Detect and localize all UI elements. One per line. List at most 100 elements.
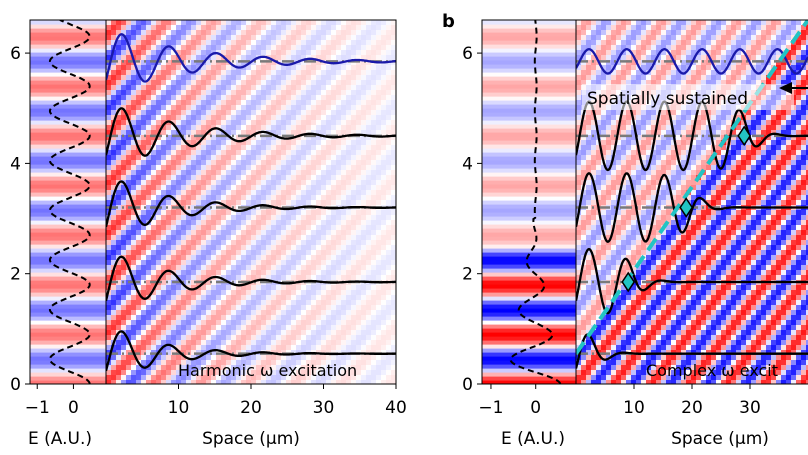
field-cell (181, 355, 187, 361)
field-cell (191, 295, 197, 301)
field-cell (206, 95, 212, 101)
field-cell (586, 290, 592, 296)
field-cell (256, 50, 262, 56)
field-cell (111, 170, 117, 176)
field-cell (116, 295, 122, 301)
field-cell (326, 320, 332, 326)
field-cell (231, 50, 237, 56)
field-cell (361, 55, 367, 61)
field-cell (186, 40, 192, 46)
field-cell (341, 325, 347, 331)
field-cell (146, 20, 152, 26)
field-cell (30, 352, 106, 357)
field-cell (366, 170, 372, 176)
field-cell (256, 330, 262, 336)
field-cell (156, 30, 162, 36)
field-cell (286, 180, 292, 186)
field-cell (311, 340, 317, 346)
field-cell (186, 55, 192, 61)
field-cell (281, 295, 287, 301)
field-cell (306, 290, 312, 296)
field-cell (596, 40, 602, 46)
field-cell (326, 340, 332, 346)
field-cell (136, 240, 142, 246)
field-cell (331, 35, 337, 41)
field-cell (301, 355, 307, 361)
field-cell (216, 380, 222, 384)
field-cell (346, 140, 352, 146)
field-cell (191, 380, 197, 384)
field-cell (596, 110, 602, 116)
field-cell (291, 265, 297, 271)
field-cell (361, 330, 367, 336)
field-cell (376, 105, 382, 111)
field-cell (176, 80, 182, 86)
field-cell (121, 55, 127, 61)
field-cell (131, 80, 137, 86)
field-cell (386, 245, 392, 251)
field-cell (261, 160, 267, 166)
field-cell (311, 160, 317, 166)
field-cell (326, 330, 332, 336)
field-cell (191, 265, 197, 271)
field-cell (376, 235, 382, 241)
field-cell (381, 380, 387, 384)
field-cell (606, 135, 612, 141)
field-cell (241, 370, 247, 376)
field-cell (351, 60, 357, 66)
field-cell (301, 110, 307, 116)
field-cell (246, 355, 252, 361)
field-cell (111, 85, 117, 91)
field-cell (386, 85, 392, 91)
field-cell (116, 30, 122, 36)
field-cell (361, 345, 367, 351)
field-cell (371, 40, 377, 46)
field-cell (341, 155, 347, 161)
field-cell (371, 365, 377, 371)
field-cell (131, 120, 137, 126)
field-cell (226, 240, 232, 246)
field-cell (601, 340, 607, 346)
field-cell (482, 180, 576, 185)
field-cell (126, 195, 132, 201)
field-cell (286, 55, 292, 61)
field-cell (346, 265, 352, 271)
field-cell (326, 25, 332, 31)
field-cell (171, 90, 177, 96)
field-cell (596, 225, 602, 231)
field-cell (596, 220, 602, 226)
field-cell (106, 380, 112, 384)
field-cell (161, 330, 167, 336)
field-cell (386, 300, 392, 306)
field-cell (301, 55, 307, 61)
field-cell (581, 150, 587, 156)
field-cell (161, 20, 167, 26)
field-cell (30, 260, 106, 265)
field-cell (341, 360, 347, 366)
field-cell (381, 30, 387, 36)
field-cell (251, 110, 257, 116)
field-cell (131, 90, 137, 96)
field-cell (601, 240, 607, 246)
field-cell (351, 160, 357, 166)
field-cell (136, 300, 142, 306)
field-cell (121, 270, 127, 276)
field-cell (306, 180, 312, 186)
field-cell (321, 215, 327, 221)
field-cell (30, 60, 106, 65)
field-cell (276, 145, 282, 151)
field-cell (246, 190, 252, 196)
field-cell (131, 165, 137, 171)
field-cell (196, 90, 202, 96)
field-cell (111, 110, 117, 116)
field-cell (391, 375, 396, 381)
field-cell (606, 270, 612, 276)
field-cell (366, 185, 372, 191)
field-cell (131, 75, 137, 81)
field-cell (296, 300, 302, 306)
field-cell (346, 20, 352, 26)
field-cell (311, 330, 317, 336)
field-cell (371, 310, 377, 316)
field-cell (596, 325, 602, 331)
field-cell (326, 75, 332, 81)
